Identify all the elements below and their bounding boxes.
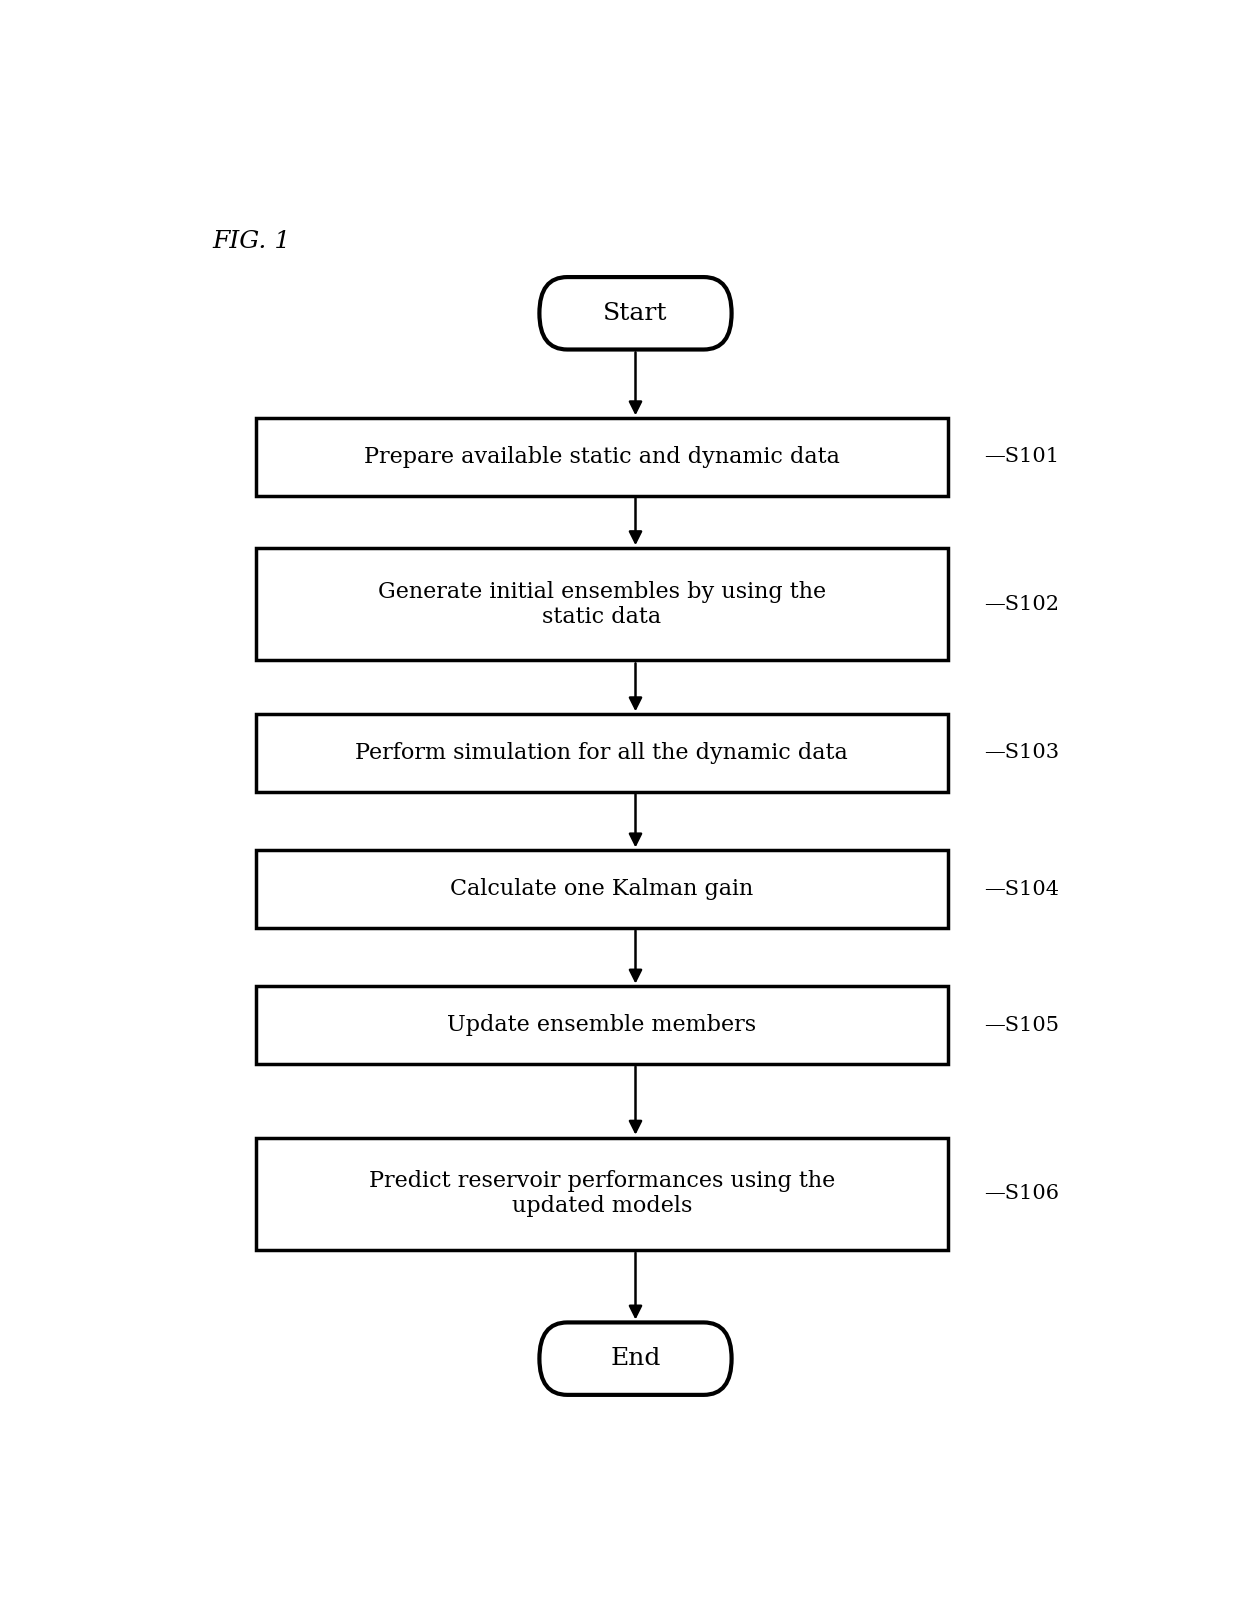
Text: —S104: —S104: [985, 879, 1059, 899]
FancyBboxPatch shape: [255, 986, 947, 1064]
Text: Start: Start: [603, 302, 668, 324]
Text: FIG. 1: FIG. 1: [213, 230, 291, 253]
Text: Generate initial ensembles by using the
static data: Generate initial ensembles by using the …: [378, 581, 826, 628]
Text: —S102: —S102: [985, 595, 1059, 613]
FancyBboxPatch shape: [255, 418, 947, 496]
Text: Prepare available static and dynamic data: Prepare available static and dynamic dat…: [363, 446, 839, 467]
FancyBboxPatch shape: [255, 1137, 947, 1251]
Text: —S101: —S101: [985, 448, 1059, 467]
Text: —S103: —S103: [985, 743, 1059, 762]
FancyBboxPatch shape: [255, 714, 947, 792]
FancyBboxPatch shape: [539, 1322, 732, 1395]
FancyBboxPatch shape: [255, 548, 947, 660]
FancyBboxPatch shape: [255, 850, 947, 928]
FancyBboxPatch shape: [539, 277, 732, 349]
Text: Perform simulation for all the dynamic data: Perform simulation for all the dynamic d…: [356, 741, 848, 764]
Text: End: End: [610, 1348, 661, 1371]
Text: —S105: —S105: [985, 1015, 1059, 1035]
Text: Calculate one Kalman gain: Calculate one Kalman gain: [450, 878, 754, 900]
Text: —S106: —S106: [985, 1184, 1059, 1204]
Text: Update ensemble members: Update ensemble members: [448, 1014, 756, 1036]
Text: Predict reservoir performances using the
updated models: Predict reservoir performances using the…: [368, 1169, 835, 1218]
